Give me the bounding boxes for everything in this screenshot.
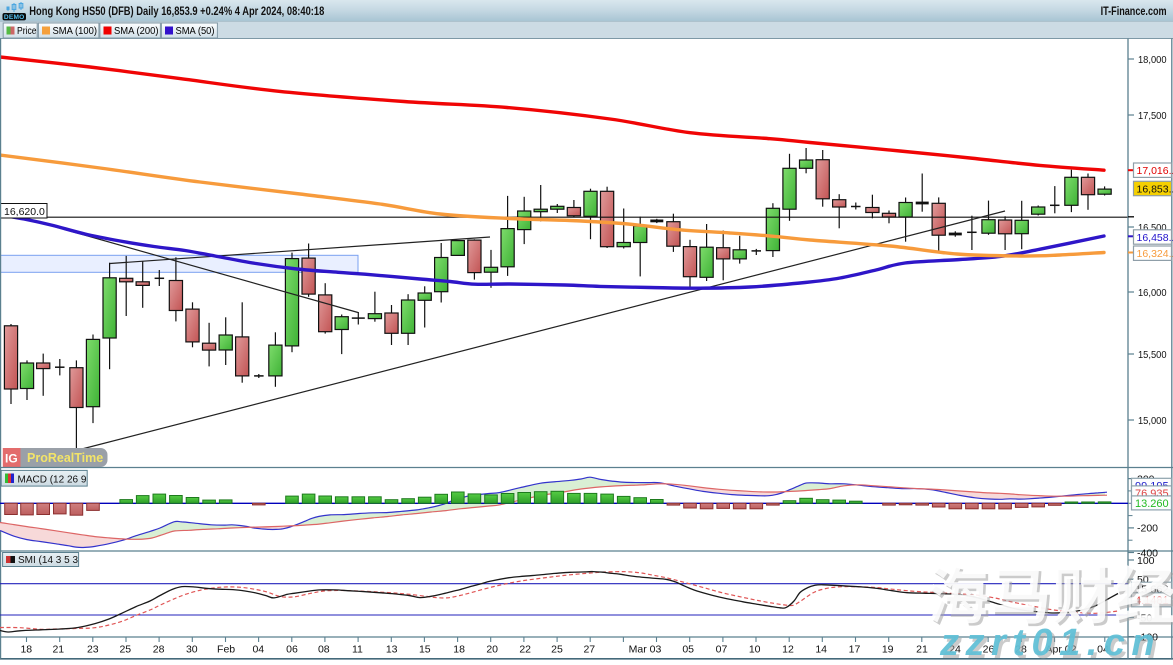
svg-text:06: 06: [286, 644, 298, 656]
svg-text:19: 19: [882, 644, 894, 656]
svg-text:07: 07: [716, 644, 728, 656]
svg-text:28: 28: [153, 644, 165, 656]
svg-text:23: 23: [87, 644, 99, 656]
svg-text:16,620.0: 16,620.0: [4, 206, 45, 218]
svg-text:11: 11: [352, 644, 363, 656]
svg-text:16,324..: 16,324..: [1137, 248, 1173, 260]
svg-text:10: 10: [749, 644, 761, 656]
svg-text:16,853..: 16,853..: [1137, 183, 1173, 195]
svg-text:IT-Finance.com: IT-Finance.com: [1101, 4, 1167, 18]
svg-text:13.260: 13.260: [1135, 498, 1169, 510]
svg-text:17: 17: [849, 644, 861, 656]
svg-text:18: 18: [453, 644, 465, 656]
svg-text:15,500: 15,500: [1138, 350, 1167, 361]
svg-text:25: 25: [119, 644, 131, 656]
svg-text:21: 21: [916, 644, 928, 656]
svg-text:DEMO: DEMO: [4, 14, 25, 21]
svg-text:21: 21: [52, 644, 64, 656]
svg-text:Mar 03: Mar 03: [629, 644, 662, 656]
svg-text:SMA (100): SMA (100): [53, 26, 98, 37]
svg-text:04: 04: [252, 644, 264, 656]
svg-text:zzrt01.cn: zzrt01.cn: [939, 622, 1161, 660]
svg-text:Feb: Feb: [217, 644, 235, 656]
svg-text:SMA (50): SMA (50): [176, 26, 215, 37]
svg-text:SMA (200): SMA (200): [114, 26, 159, 37]
svg-text:18,000: 18,000: [1138, 55, 1167, 66]
svg-text:05: 05: [682, 644, 694, 656]
svg-text:15: 15: [419, 644, 431, 656]
svg-text:27: 27: [583, 644, 595, 656]
svg-text:13: 13: [386, 644, 398, 656]
svg-text:Price: Price: [17, 26, 37, 37]
svg-text:08: 08: [318, 644, 330, 656]
svg-text:17,500: 17,500: [1138, 111, 1167, 122]
svg-text:IG: IG: [5, 452, 18, 466]
svg-text:30: 30: [186, 644, 198, 656]
svg-text:SMI (14 3 5 3: SMI (14 3 5 3: [18, 555, 78, 566]
svg-text:25: 25: [551, 644, 563, 656]
svg-text:12: 12: [782, 644, 794, 656]
svg-text:100: 100: [1137, 555, 1155, 567]
svg-text:16,458..: 16,458..: [1137, 232, 1173, 244]
svg-text:18: 18: [20, 644, 32, 656]
svg-text:22: 22: [519, 644, 531, 656]
svg-text:17,016..: 17,016..: [1137, 165, 1173, 177]
svg-text:14: 14: [815, 644, 827, 656]
svg-text:20: 20: [486, 644, 498, 656]
svg-text:MACD (12 26 9: MACD (12 26 9: [18, 474, 87, 485]
svg-text:-200: -200: [1137, 523, 1158, 535]
svg-text:ProRealTime: ProRealTime: [27, 451, 103, 465]
svg-text:16,000: 16,000: [1138, 288, 1167, 299]
svg-text:15,000: 15,000: [1138, 416, 1167, 427]
svg-text:Hong Kong HS50 (DFB) Daily 16,: Hong Kong HS50 (DFB) Daily 16,853.9 +0.2…: [29, 4, 324, 18]
